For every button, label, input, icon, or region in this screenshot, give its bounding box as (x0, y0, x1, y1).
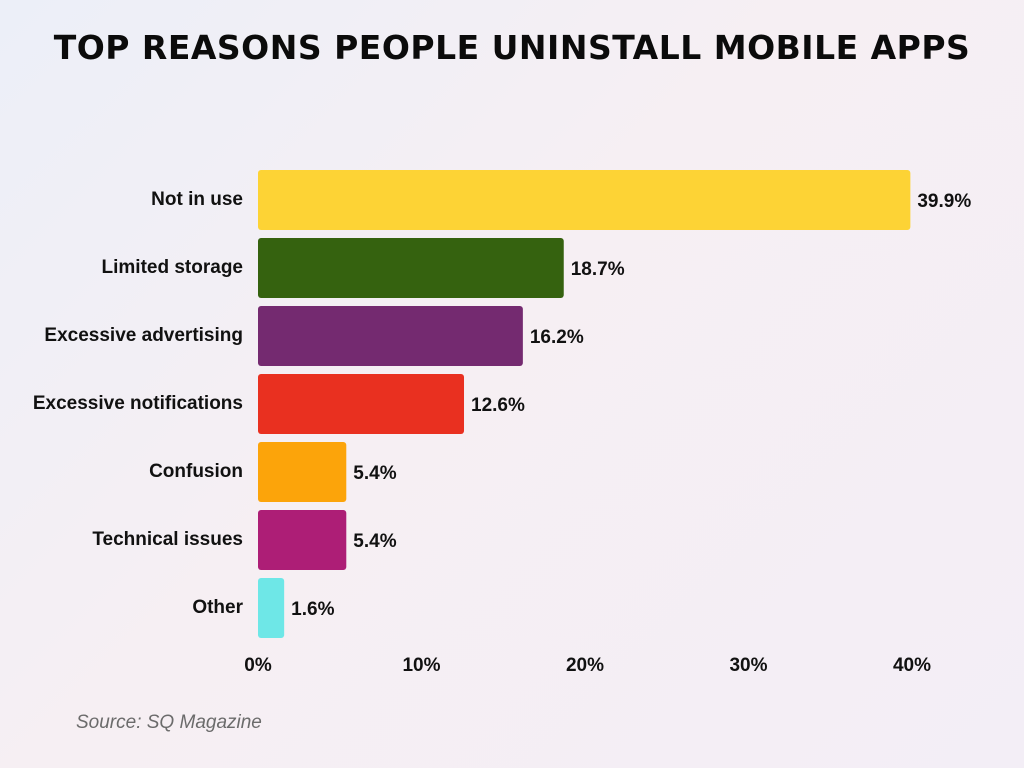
bar-confusion (258, 442, 347, 502)
value-label-not-in-use: 39.9% (917, 191, 971, 212)
value-label-confusion: 5.4% (353, 463, 396, 484)
bar-excessive-notifications (258, 374, 465, 434)
category-label-other: Other (192, 597, 243, 618)
x-tick-label-20: 20% (566, 655, 604, 676)
source-note: Source: SQ Magazine (76, 712, 262, 733)
bar-limited-storage (258, 238, 564, 298)
category-label-technical-issues: Technical issues (92, 529, 243, 550)
category-label-not-in-use: Not in use (151, 189, 243, 210)
bar-not-in-use (258, 170, 911, 230)
value-label-excessive-advertising: 16.2% (530, 327, 584, 348)
category-label-excessive-advertising: Excessive advertising (44, 325, 243, 346)
bar-excessive-advertising (258, 306, 523, 366)
x-tick-label-30: 30% (729, 655, 767, 676)
bars-layer (258, 170, 911, 638)
x-axis-ticks: 0% 10% 20% 30% 40% (244, 655, 931, 676)
bar-other (258, 578, 285, 638)
x-tick-label-40: 40% (893, 655, 931, 676)
value-label-excessive-notifications: 12.6% (471, 395, 525, 416)
category-label-confusion: Confusion (149, 461, 243, 482)
category-label-limited-storage: Limited storage (102, 257, 243, 278)
x-tick-label-0: 0% (244, 655, 272, 676)
value-label-other: 1.6% (291, 599, 334, 620)
bar-technical-issues (258, 510, 347, 570)
value-label-limited-storage: 18.7% (571, 259, 625, 280)
x-tick-label-10: 10% (402, 655, 440, 676)
chart-title: TOP REASONS PEOPLE UNINSTALL MOBILE APPS (53, 28, 971, 67)
labels-layer: Not in use 39.9% Limited storage 18.7% Exces… (33, 189, 972, 620)
category-label-excessive-notifications: Excessive notifications (33, 393, 243, 414)
value-label-technical-issues: 5.4% (353, 531, 396, 552)
